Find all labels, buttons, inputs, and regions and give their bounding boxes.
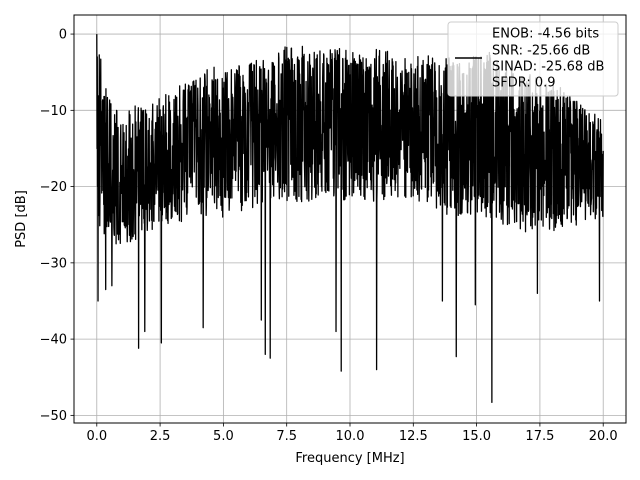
x-tick-label: 2.5 bbox=[150, 429, 171, 444]
legend-sfdr: SFDR: 0.9 bbox=[492, 76, 556, 91]
x-tick-label: 7.5 bbox=[276, 429, 297, 444]
plot-area bbox=[96, 34, 604, 404]
legend: ENOB: -4.56 bits SNR: -25.66 dB SINAD: -… bbox=[447, 21, 619, 97]
y-axis-label: PSD [dB] bbox=[14, 190, 29, 248]
psd-series-line bbox=[96, 34, 604, 404]
y-tick-label: −10 bbox=[40, 104, 67, 119]
x-axis-label: Frequency [MHz] bbox=[295, 451, 404, 466]
y-axis-ticks: 0 −10 −20 −30 −40 −50 bbox=[40, 28, 74, 424]
x-tick-label: 10.0 bbox=[336, 429, 365, 444]
legend-sinad: SINAD: -25.68 dB bbox=[492, 60, 604, 75]
x-tick-label: 15.0 bbox=[462, 429, 491, 444]
y-tick-label: −30 bbox=[40, 256, 67, 271]
x-tick-label: 5.0 bbox=[213, 429, 234, 444]
legend-enob: ENOB: -4.56 bits bbox=[492, 27, 599, 42]
x-tick-label: 17.5 bbox=[525, 429, 554, 444]
y-tick-label: −40 bbox=[40, 333, 67, 348]
x-axis-ticks: 0.0 2.5 5.0 7.5 10.0 12.5 15.0 17.5 20.0 bbox=[86, 423, 618, 444]
x-tick-label: 12.5 bbox=[399, 429, 428, 444]
legend-snr: SNR: -25.66 dB bbox=[492, 44, 590, 59]
x-tick-label: 0.0 bbox=[86, 429, 107, 444]
y-tick-label: −20 bbox=[40, 180, 67, 195]
legend-frame bbox=[447, 21, 619, 97]
y-tick-label: 0 bbox=[59, 28, 67, 43]
x-tick-label: 20.0 bbox=[589, 429, 618, 444]
y-tick-label: −50 bbox=[40, 409, 67, 424]
